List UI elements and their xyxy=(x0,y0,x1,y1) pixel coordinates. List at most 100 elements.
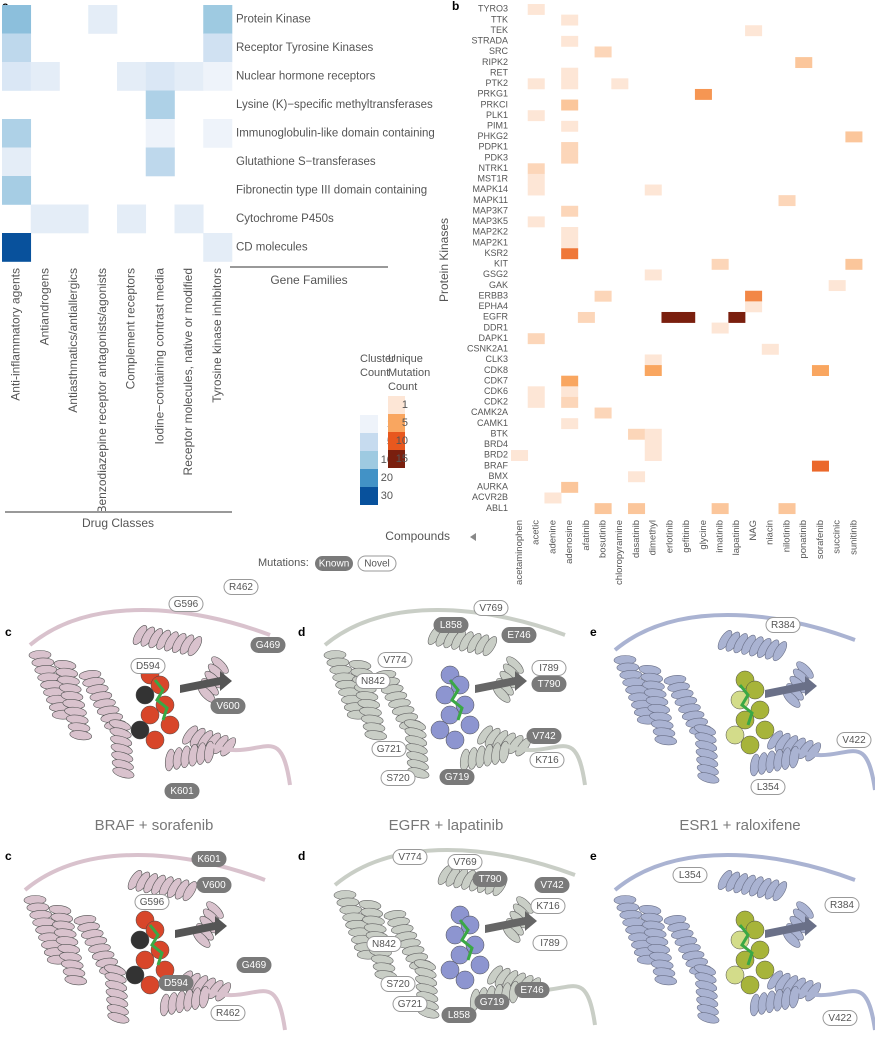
row-label: GAK xyxy=(489,280,508,290)
residue-pill xyxy=(514,982,550,998)
residue-sphere xyxy=(450,675,470,695)
heatmap-cell xyxy=(2,62,32,91)
residue-label: L354 xyxy=(679,870,702,881)
row-label: MAPK14 xyxy=(472,184,508,194)
residue-sphere xyxy=(430,720,450,740)
heatmap-cell xyxy=(761,343,779,355)
row-label: MAPK11 xyxy=(473,195,508,205)
residue-label: R384 xyxy=(830,900,854,911)
residue-label: V769 xyxy=(453,857,477,868)
column-label: dasatinib xyxy=(631,520,642,558)
column-label: sunitinib xyxy=(848,520,859,555)
heatmap-cell xyxy=(527,216,545,228)
helix-turn xyxy=(482,636,498,657)
heatmap-cell xyxy=(711,503,729,515)
residue-pill xyxy=(210,1005,246,1021)
residue-label: K716 xyxy=(535,755,559,766)
heatmap-cell xyxy=(811,365,829,376)
residue-sphere xyxy=(740,975,760,995)
row-label: PDK3 xyxy=(484,152,508,162)
sheet xyxy=(180,671,232,693)
heatmap-cell xyxy=(561,248,579,260)
row-label: PHKG2 xyxy=(477,131,508,141)
residue-pill xyxy=(380,770,416,786)
column-label: ponatinib xyxy=(798,520,809,559)
legend-title: Unique Mutation Count xyxy=(388,353,431,393)
residue-label: G719 xyxy=(480,997,505,1008)
loop xyxy=(323,608,566,647)
residue-pill xyxy=(501,627,537,643)
residue-label: V600 xyxy=(216,701,240,712)
residue-label: G596 xyxy=(174,599,199,610)
residue-label: V422 xyxy=(842,735,866,746)
y-axis-title: Gene Families xyxy=(270,273,347,287)
heatmap-cell xyxy=(561,78,579,90)
heatmap-cell xyxy=(561,375,579,387)
legend-swatch xyxy=(360,487,378,505)
residue-pill xyxy=(532,935,568,951)
heatmap-cell xyxy=(2,147,32,177)
column-label: dimethyl xyxy=(648,520,659,555)
row-label: EGFR xyxy=(483,312,509,322)
heatmap-cell xyxy=(145,147,175,177)
residue-label: I789 xyxy=(540,938,560,949)
helix-turn xyxy=(697,1012,720,1024)
x-axis-title: Drug Classes xyxy=(82,516,154,530)
heatmap-cell xyxy=(561,67,579,79)
known-label: Known xyxy=(319,559,350,570)
residue-pill xyxy=(531,660,567,676)
residue-label: V742 xyxy=(532,731,556,742)
legend-swatch xyxy=(388,414,405,432)
heatmap-cell xyxy=(561,227,579,238)
heatmap-cell xyxy=(2,33,32,63)
residue-sphere xyxy=(450,945,470,965)
legend-label: 1 xyxy=(402,399,408,411)
row-label: RIPK2 xyxy=(482,57,508,67)
residue-label: D594 xyxy=(164,978,188,989)
row-label: STRADA xyxy=(471,36,508,46)
heatmap-cell xyxy=(594,46,612,58)
heatmap-cell xyxy=(711,258,729,270)
heatmap-cell xyxy=(745,301,763,313)
row-label: NTRK1 xyxy=(478,163,508,173)
row-label: PIM1 xyxy=(487,121,508,131)
heatmap-cell xyxy=(644,269,662,281)
sheet xyxy=(475,671,527,693)
row-label: EPHA4 xyxy=(478,301,508,311)
residue-label: R384 xyxy=(771,620,795,631)
residue-sphere xyxy=(755,960,775,980)
column-label: Anti-inflammatory agents xyxy=(9,268,23,401)
residue-label: V422 xyxy=(828,1013,852,1024)
residue-pill xyxy=(447,854,483,870)
residue-sphere xyxy=(140,975,160,995)
row-label: Immunoglobulin-like domain containing xyxy=(236,127,435,139)
heatmap-cell xyxy=(561,35,579,47)
row-label: CDK2 xyxy=(484,397,508,407)
helix-turn xyxy=(112,767,135,779)
structure-caption: ESR1 + raloxifene xyxy=(679,817,800,834)
residue-sphere xyxy=(725,965,745,985)
heatmap-cell xyxy=(745,290,763,302)
known-pill xyxy=(315,556,353,571)
heatmap-cell xyxy=(644,354,662,366)
helix-turn xyxy=(654,735,677,746)
heatmap-cell xyxy=(59,204,89,234)
loop xyxy=(204,988,287,1031)
residue-label: S720 xyxy=(386,773,410,784)
residue-sphere xyxy=(470,955,490,975)
row-label: KIT xyxy=(494,259,509,269)
heatmap-cell xyxy=(117,204,147,234)
heatmap-cell xyxy=(661,311,679,323)
heatmap-cell xyxy=(174,204,204,234)
residue-label: R462 xyxy=(216,1008,240,1019)
loop xyxy=(209,743,292,786)
heatmap-cell xyxy=(561,14,579,26)
row-label: CDK6 xyxy=(484,386,508,396)
helix-turn xyxy=(107,1012,130,1024)
sheet xyxy=(765,916,817,938)
heatmap-cell xyxy=(203,62,233,91)
residue-label: V774 xyxy=(383,655,407,666)
legend-label: 30 xyxy=(381,490,393,502)
row-label: Protein Kinase xyxy=(236,13,311,25)
heatmap-cell xyxy=(561,481,579,493)
